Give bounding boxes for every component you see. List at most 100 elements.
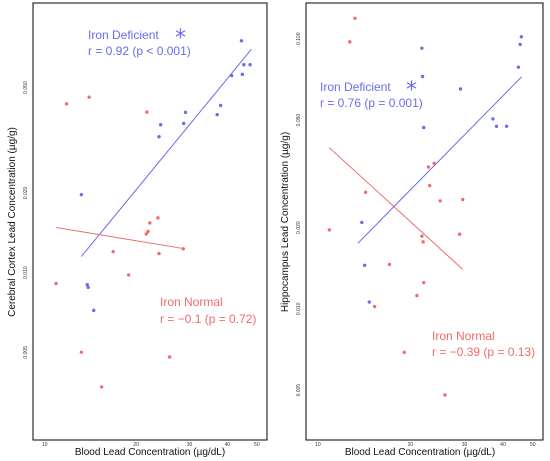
- cortex-x-axis-label: Blood Lead Concentration (µg/dL): [75, 447, 225, 458]
- hippo-point-iron-normal: [327, 228, 332, 232]
- cortex-point-iron-deficient: [229, 73, 234, 78]
- plot-frame-hippocampus: [305, 2, 544, 441]
- cortex-normal-stat: r = −0.1 (p = 0.72): [160, 312, 256, 326]
- hippo-point-iron-normal: [402, 350, 406, 355]
- hippo-deficient-name: Iron Deficient: [320, 80, 391, 94]
- cortex-point-iron-normal: [144, 232, 148, 236]
- cortex-point-iron-deficient: [183, 110, 188, 115]
- hippo-x-axis-label: Blood Lead Concentration (µg/dL): [345, 447, 495, 458]
- hippo-y-tick-label: 0.020: [296, 221, 302, 234]
- hippo-x-tick-label: 40: [500, 442, 506, 448]
- cortex-point-iron-deficient: [240, 72, 245, 77]
- hippo-fit-lines: [329, 76, 522, 270]
- hippo-point-iron-deficient: [360, 220, 364, 225]
- hippo-point-iron-deficient: [519, 35, 524, 39]
- hippo-point-iron-deficient: [494, 124, 499, 129]
- hippo-point-iron-normal: [372, 304, 377, 309]
- hippo-point-iron-normal: [457, 232, 462, 236]
- cortex-points: [54, 39, 252, 389]
- hippo-point-iron-deficient: [420, 74, 425, 79]
- hippo-point-iron-normal: [420, 234, 424, 238]
- chart-panel-hippocampus: 10 20 30 40 50 0.005 0.010 0.020 0.050 0.100 Blo…: [280, 2, 544, 458]
- cortex-x-tick-label: 10: [42, 442, 48, 448]
- cortex-point-iron-deficient: [242, 63, 246, 67]
- hippo-point-iron-normal: [461, 197, 465, 202]
- hippo-point-iron-normal: [415, 293, 419, 298]
- hippo-point-iron-deficient: [516, 65, 521, 69]
- cortex-y-tick-label: 0.020: [23, 186, 29, 199]
- cortex-point-iron-normal: [145, 110, 149, 114]
- hippo-point-iron-deficient: [491, 117, 495, 121]
- hippo-point-iron-deficient: [518, 42, 522, 47]
- cortex-point-iron-normal: [167, 355, 172, 359]
- hippo-point-iron-deficient: [422, 125, 426, 130]
- hippo-y-tick-label: 0.050: [296, 114, 302, 127]
- cortex-point-iron-deficient: [239, 39, 244, 43]
- hippo-point-iron-deficient: [362, 263, 367, 267]
- cortex-point-iron-normal: [64, 102, 69, 106]
- cortex-point-iron-deficient: [248, 63, 252, 67]
- cortex-fit-lines: [56, 48, 252, 257]
- hippo-point-iron-normal: [353, 16, 357, 20]
- cortex-yticks: 0.005 0.010 0.020 0.050: [23, 81, 29, 358]
- cortex-point-iron-deficient: [215, 112, 219, 117]
- cortex-point-iron-deficient: [86, 285, 90, 290]
- hippo-x-tick-label: 10: [315, 442, 321, 448]
- hippo-point-iron-normal: [427, 183, 432, 188]
- cortex-point-iron-deficient: [158, 123, 163, 127]
- cortex-y-tick-label: 0.050: [23, 81, 29, 94]
- cortex-point-iron-normal: [148, 221, 152, 225]
- hippo-fit-line-iron-normal: [329, 147, 464, 270]
- hippo-y-axis-label: Hippocampus Lead Concentration (µg/g): [280, 132, 291, 312]
- cortex-point-iron-normal: [54, 281, 58, 286]
- hippo-y-tick-label: 0.010: [296, 302, 302, 315]
- chart-panel-cortex: 10 20 30 40 50 0.005 0.010 0.020 0.050 Blood Le…: [7, 2, 268, 458]
- cortex-x-tick-label: 30: [187, 442, 193, 448]
- cortex-x-tick-label: 40: [225, 442, 231, 448]
- cortex-fit-line-iron-normal: [56, 227, 186, 250]
- hippo-x-tick-label: 50: [530, 442, 536, 448]
- cortex-point-iron-normal: [111, 249, 115, 254]
- cortex-x-tick-label: 20: [133, 442, 139, 448]
- plot-frame-cortex: [32, 2, 268, 441]
- hippo-points: [327, 16, 524, 397]
- hippo-point-iron-deficient: [420, 46, 424, 50]
- cortex-y-tick-label: 0.010: [23, 266, 29, 279]
- cortex-point-iron-normal: [181, 247, 185, 251]
- cortex-y-axis-label: Cerebral Cortex Lead Concentration (µg/g…: [7, 127, 18, 317]
- hippo-point-iron-normal: [422, 280, 426, 285]
- cortex-deficient-stat: r = 0.92 (p < 0.001): [88, 44, 191, 58]
- hippo-yticks: 0.005 0.010 0.020 0.050 0.100: [296, 32, 302, 396]
- cortex-point-iron-normal: [87, 95, 91, 99]
- hippo-y-tick-label: 0.005: [296, 384, 302, 397]
- cortex-significance-star: *: [175, 26, 186, 51]
- hippo-x-tick-label: 30: [462, 442, 468, 448]
- hippo-significance-star: *: [406, 78, 417, 103]
- cortex-deficient-name: Iron Deficient: [88, 28, 159, 42]
- hippo-point-iron-deficient: [504, 124, 509, 129]
- hippo-point-iron-deficient: [458, 87, 463, 91]
- hippo-point-iron-normal: [438, 199, 442, 203]
- hippo-point-iron-normal: [421, 240, 425, 244]
- cortex-point-iron-deficient: [181, 121, 186, 126]
- cortex-xticks: 10 20 30 40 50: [42, 442, 260, 448]
- hippo-point-iron-normal: [432, 161, 436, 165]
- cortex-normal-name: Iron Normal: [160, 295, 223, 309]
- cortex-x-tick-label: 50: [254, 442, 260, 448]
- cortex-point-iron-deficient: [92, 308, 96, 313]
- hippo-xticks: 10 20 30 40 50: [315, 442, 536, 448]
- hippo-deficient-stat: r = 0.76 (p = 0.001): [320, 96, 423, 110]
- cortex-point-iron-normal: [99, 385, 104, 389]
- cortex-point-iron-normal: [146, 229, 150, 234]
- cortex-fit-line-iron-deficient: [80, 48, 252, 257]
- cortex-point-iron-normal: [156, 216, 160, 220]
- hippo-point-iron-normal: [363, 190, 368, 195]
- hippo-point-iron-normal: [387, 262, 392, 267]
- hippo-y-tick-label: 0.100: [296, 32, 302, 45]
- cortex-point-iron-normal: [157, 251, 161, 256]
- hippo-point-iron-deficient: [367, 300, 371, 304]
- hippo-point-iron-normal: [443, 393, 447, 397]
- cortex-point-iron-deficient: [218, 103, 223, 108]
- cortex-point-iron-deficient: [157, 135, 161, 139]
